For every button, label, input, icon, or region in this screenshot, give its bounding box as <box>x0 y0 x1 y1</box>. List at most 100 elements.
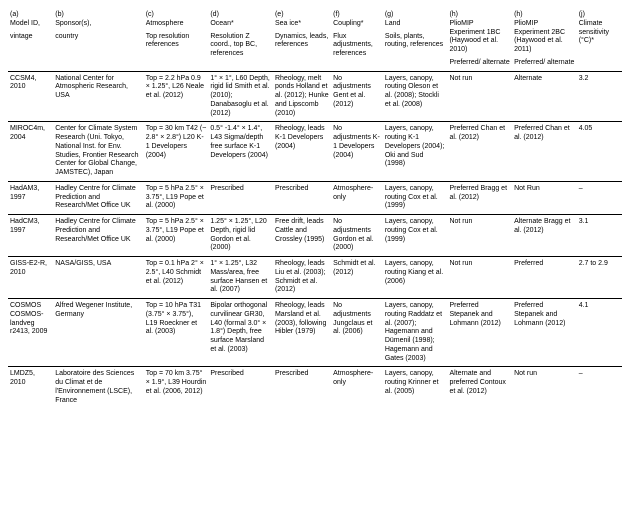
header-line2: Top resolution references <box>146 33 207 51</box>
cell-6-2: Top = 70 km 3.75° × 1.9°, L39 Hourdin et… <box>144 367 209 409</box>
cell-1-5: No adjustments K-1 Developers (2004) <box>331 122 383 182</box>
cell-3-3: 1.25° × 1.25°, L20 Depth, rigid lid Gord… <box>208 215 273 257</box>
cell-0-0: CCSM4, 2010 <box>8 71 53 122</box>
cell-2-8: Not Run <box>512 181 577 214</box>
cell-0-9: 3.2 <box>577 71 622 122</box>
cell-2-7: Preferred Bragg et al. (2012) <box>447 181 512 214</box>
header-line1: PlioMIP Experiment 1BC (Haywood et al. 2… <box>449 20 510 55</box>
col-header-5: (f)Coupling* Flux adjustments, references <box>331 8 383 71</box>
cell-6-0: LMDZ5, 2010 <box>8 367 53 409</box>
header-tag: (h) <box>514 11 575 20</box>
cell-4-2: Top = 0.1 hPa 2° × 2.5°, L40 Schmidt et … <box>144 257 209 299</box>
cell-6-6: Layers, canopy, routing Krinner et al. (… <box>383 367 448 409</box>
cell-2-2: Top = 5 hPa 2.5° × 3.75°, L19 Pope et al… <box>144 181 209 214</box>
cell-6-8: Not run <box>512 367 577 409</box>
header-tag: (c) <box>146 11 207 20</box>
cell-4-3: 1° × 1.25°, L32 Mass/area, free surface … <box>208 257 273 299</box>
cell-2-6: Layers, canopy, routing Cox et al. (1999… <box>383 181 448 214</box>
header-line2: vintage <box>10 33 51 42</box>
cell-3-5: No adjustments Gordon et al. (2000) <box>331 215 383 257</box>
table-row: COSMOS COSMOS-landveg r2413, 2009Alfred … <box>8 299 622 367</box>
header-line2: country <box>55 33 141 42</box>
col-header-0: (a)Model ID,vintage <box>8 8 53 71</box>
header-line1: Sponsor(s), <box>55 20 141 29</box>
cell-5-0: COSMOS COSMOS-landveg r2413, 2009 <box>8 299 53 367</box>
cell-3-2: Top = 5 hPa 2.5° × 3.75°, L19 Pope et al… <box>144 215 209 257</box>
header-tag: (d) <box>210 11 271 20</box>
cell-2-4: Prescribed <box>273 181 331 214</box>
cell-1-1: Center for Climate System Research (Uni.… <box>53 122 143 182</box>
header-line1: Model ID, <box>10 20 51 29</box>
header-tag: (h) <box>449 11 510 20</box>
col-header-8: (h)PlioMIP Experiment 2BC (Haywood et al… <box>512 8 577 71</box>
cell-5-8: Preferred Stepanek and Lohmann (2012) <box>512 299 577 367</box>
col-header-6: (g)LandSoils, plants, routing, reference… <box>383 8 448 71</box>
cell-2-0: HadAM3, 1997 <box>8 181 53 214</box>
cell-6-1: Laboratoire des Sciences du Climat et de… <box>53 367 143 409</box>
table-row: LMDZ5, 2010Laboratoire des Sciences du C… <box>8 367 622 409</box>
header-line1: PlioMIP Experiment 2BC (Haywood et al. 2… <box>514 20 575 55</box>
cell-4-8: Preferred <box>512 257 577 299</box>
header-line2: Dynamics, leads, references <box>275 33 329 51</box>
header-line1: Coupling* <box>333 20 381 29</box>
cell-5-7: Preferred Stepanek and Lohmann (2012) <box>447 299 512 367</box>
cell-1-8: Preferred Chan et al. (2012) <box>512 122 577 182</box>
col-header-1: (b)Sponsor(s), country <box>53 8 143 71</box>
header-tag: (e) <box>275 11 329 20</box>
cell-1-7: Preferred Chan et al. (2012) <box>447 122 512 182</box>
cell-0-7: Not run <box>447 71 512 122</box>
cell-3-4: Free drift, leads Cattle and Crossley (1… <box>273 215 331 257</box>
cell-4-6: Layers, canopy, routing Kiang et al. (20… <box>383 257 448 299</box>
cell-4-0: GISS-E2-R, 2010 <box>8 257 53 299</box>
cell-0-1: National Center for Atmospheric Research… <box>53 71 143 122</box>
col-header-7: (h)PlioMIP Experiment 1BC (Haywood et al… <box>447 8 512 71</box>
col-header-2: (c)Atmosphere Top resolution references <box>144 8 209 71</box>
col-header-9: (j)Climate sensitivity (°C)* <box>577 8 622 71</box>
col-header-3: (d)Ocean*Resolution Z coord., top BC, re… <box>208 8 273 71</box>
cell-5-2: Top = 10 hPa T31 (3.75° × 3.75°), L19 Ro… <box>144 299 209 367</box>
header-row: (a)Model ID,vintage(b)Sponsor(s),country… <box>8 8 622 71</box>
climate-model-table: (a)Model ID,vintage(b)Sponsor(s),country… <box>8 8 622 408</box>
header-tag: (f) <box>333 11 381 20</box>
col-header-4: (e)Sea ice* Dynamics, leads, references <box>273 8 331 71</box>
cell-1-0: MIROC4m, 2004 <box>8 122 53 182</box>
cell-1-2: Top = 30 km T42 (~ 2.8° × 2.8°) L20 K-1 … <box>144 122 209 182</box>
cell-2-5: Atmosphere-only <box>331 181 383 214</box>
cell-6-3: Prescribed <box>208 367 273 409</box>
cell-2-9: – <box>577 181 622 214</box>
cell-1-3: 0.5° -1.4° × 1.4°, L43 Sigma/depth free … <box>208 122 273 182</box>
header-tag: (b) <box>55 11 141 20</box>
header-line1: Atmosphere <box>146 20 207 29</box>
cell-5-4: Rheology, leads Marsland et al. (2003), … <box>273 299 331 367</box>
cell-4-1: NASA/GISS, USA <box>53 257 143 299</box>
cell-5-1: Alfred Wegener Institute, Germany <box>53 299 143 367</box>
cell-0-5: No adjustments Gent et al. (2012) <box>331 71 383 122</box>
cell-1-6: Layers, canopy, routing K-1 Developers (… <box>383 122 448 182</box>
cell-6-5: Atmosphere-only <box>331 367 383 409</box>
table-row: HadAM3, 1997Hadley Centre for Climate Pr… <box>8 181 622 214</box>
table-row: HadCM3, 1997Hadley Centre for Climate Pr… <box>8 215 622 257</box>
cell-5-5: No adjustments Jungclaus et al. (2006) <box>331 299 383 367</box>
header-line1: Sea ice* <box>275 20 329 29</box>
cell-3-0: HadCM3, 1997 <box>8 215 53 257</box>
cell-1-9: 4.05 <box>577 122 622 182</box>
cell-2-3: Prescribed <box>208 181 273 214</box>
table-body: CCSM4, 2010National Center for Atmospher… <box>8 71 622 408</box>
cell-3-6: Layers, canopy, routing Cox et al. (1999… <box>383 215 448 257</box>
header-line1: Land <box>385 20 446 29</box>
cell-4-9: 2.7 to 2.9 <box>577 257 622 299</box>
cell-4-5: Schmidt et al. (2012) <box>331 257 383 299</box>
header-line2: Preferred/ alternate <box>514 59 575 68</box>
header-line2: Flux adjustments, references <box>333 33 381 59</box>
cell-1-4: Rheology, leads K-1 Developers (2004) <box>273 122 331 182</box>
header-line2: Soils, plants, routing, references <box>385 33 446 51</box>
cell-4-4: Rheology, leads Liu et al. (2003); Schmi… <box>273 257 331 299</box>
cell-6-4: Prescribed <box>273 367 331 409</box>
header-tag: (j) <box>579 11 620 20</box>
cell-3-9: 3.1 <box>577 215 622 257</box>
table-row: MIROC4m, 2004Center for Climate System R… <box>8 122 622 182</box>
cell-3-7: Not run <box>447 215 512 257</box>
cell-3-1: Hadley Centre for Climate Prediction and… <box>53 215 143 257</box>
header-line2: Preferred/ alternate <box>449 59 510 68</box>
table-row: GISS-E2-R, 2010NASA/GISS, USATop = 0.1 h… <box>8 257 622 299</box>
